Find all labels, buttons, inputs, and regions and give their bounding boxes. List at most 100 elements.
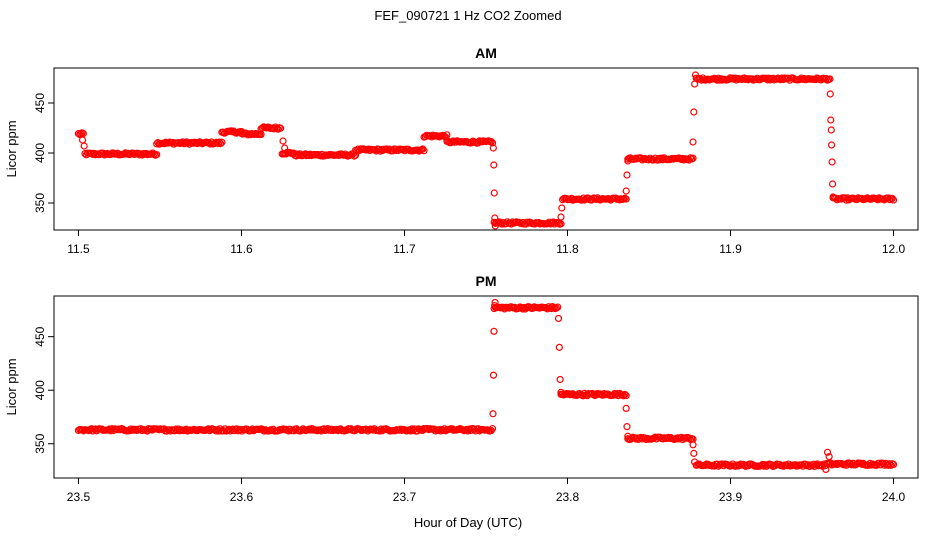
data-point [399, 145, 407, 154]
panel-pm: PM Licor ppm 23.5 23.6 23.7 23.8 23.9 24.0 350 40… [4, 273, 919, 504]
data-point [624, 432, 632, 440]
data-point [622, 195, 630, 203]
y-axis-label: Licor ppm [4, 358, 19, 415]
data-point [823, 448, 832, 456]
data-point [829, 193, 837, 201]
data-point [295, 151, 303, 159]
data-point [676, 154, 684, 162]
data-point [517, 304, 526, 312]
plot-frame [53, 67, 919, 231]
data-point [886, 460, 894, 468]
data-point [689, 138, 697, 146]
data-point [680, 156, 688, 164]
data-point [329, 426, 337, 435]
data-point [489, 410, 497, 418]
data-point [867, 461, 875, 469]
data-point [326, 426, 334, 434]
data-point [726, 74, 734, 82]
data-point [322, 426, 330, 434]
x-tick-label: 11.8 [556, 242, 579, 256]
x-tick-label: 11.7 [393, 242, 416, 256]
data-point [155, 426, 163, 434]
data-point [77, 130, 85, 138]
data-point [490, 218, 498, 226]
data-point [489, 144, 497, 152]
data-point [558, 204, 566, 212]
data-point [622, 404, 630, 413]
data-point [490, 327, 498, 335]
x-tick-label: 23.6 [230, 490, 254, 504]
x-tick-label: 12.0 [882, 242, 906, 256]
data-point [623, 423, 631, 431]
data-point [743, 75, 751, 83]
data-point [279, 137, 287, 145]
data-point [690, 449, 698, 457]
data-point [645, 156, 653, 164]
data-point [305, 425, 314, 433]
data-point [642, 435, 650, 444]
data-point [285, 427, 293, 435]
data-point [624, 157, 632, 165]
x-axis-label: Hour of Day (UTC) [413, 515, 523, 530]
data-point [562, 195, 571, 203]
data-point [858, 460, 866, 468]
data-point [211, 426, 219, 434]
data-point [691, 458, 699, 466]
data-point [729, 74, 737, 82]
data-point [827, 126, 835, 134]
data-point [777, 76, 785, 84]
data-point [557, 220, 565, 228]
data-point [490, 189, 498, 197]
x-tick-label: 23.9 [719, 490, 743, 504]
data-point [435, 425, 443, 434]
figure-title: FEF_090721 1 Hz CO2 Zoomed [374, 8, 562, 23]
data-point [515, 304, 523, 312]
data-series [74, 71, 898, 230]
data-point [678, 154, 687, 163]
data-point [489, 371, 498, 379]
data-point [691, 71, 700, 79]
y-tick-label: 350 [33, 193, 47, 213]
data-point [555, 343, 563, 351]
data-point [592, 390, 600, 398]
x-tick-label: 11.5 [67, 242, 90, 256]
data-point [826, 75, 834, 83]
data-point [136, 151, 144, 159]
data-point [327, 425, 336, 433]
data-point [491, 302, 499, 310]
data-point [78, 136, 87, 144]
data-point [128, 426, 136, 434]
data-point [552, 304, 561, 312]
data-point [690, 108, 698, 116]
y-axis: 350 400 450 [33, 93, 54, 213]
data-point [801, 460, 810, 468]
x-tick-label: 11.6 [230, 242, 253, 256]
data-point [663, 434, 671, 442]
data-point [213, 138, 221, 146]
data-point [554, 303, 562, 311]
data-point [419, 145, 427, 153]
data-point [889, 460, 898, 469]
data-point [192, 138, 200, 147]
data-point [126, 425, 134, 433]
data-point [752, 75, 760, 84]
data-point [554, 314, 563, 323]
data-point [828, 158, 836, 166]
data-point [685, 434, 693, 442]
data-point [884, 461, 892, 469]
data-point [655, 154, 663, 162]
x-tick-label: 23.5 [67, 490, 91, 504]
data-point [718, 460, 726, 468]
data-point [215, 138, 223, 146]
data-point [574, 391, 582, 399]
y-axis-label: Licor ppm [4, 120, 19, 177]
panel-am: AM Licor ppm 11.5 11.6 11.7 11.8 11.9 12.0 350 40… [4, 45, 919, 256]
data-point [889, 196, 898, 204]
data-point [369, 426, 377, 434]
x-tick-label: 23.8 [556, 490, 580, 504]
data-point [784, 74, 793, 83]
data-point [488, 425, 497, 433]
x-tick-label: 23.7 [393, 490, 417, 504]
data-point [691, 80, 699, 88]
data-point [826, 90, 834, 98]
